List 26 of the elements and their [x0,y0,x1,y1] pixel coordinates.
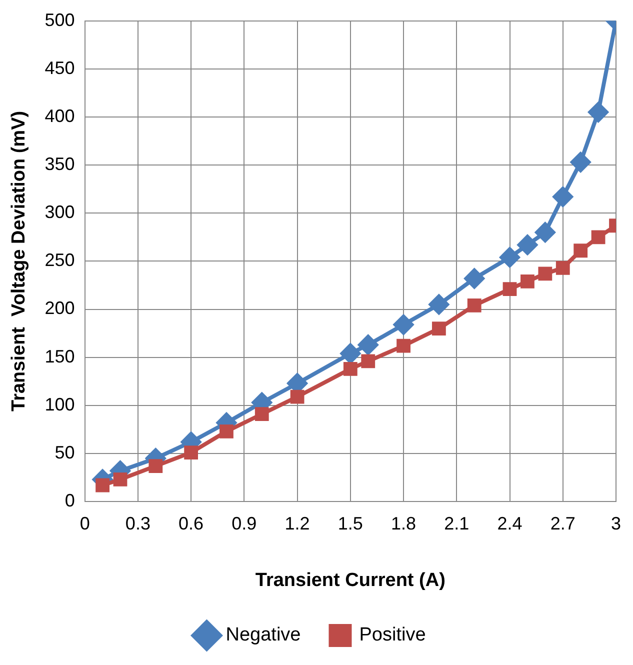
y-tick-label: 50 [54,442,75,462]
x-tick-label: 0 [80,513,90,534]
y-tick-label: 200 [44,298,75,318]
x-tick-label: 1.5 [338,513,363,534]
x-tick-label: 0.9 [232,513,257,534]
y-tick-label: 100 [44,394,75,414]
legend-label: Negative [226,624,301,646]
x-tick-label: 0.6 [178,513,204,534]
x-tick-label: 2.7 [550,513,576,534]
x-tick-label: 2.1 [444,513,470,534]
x-tick-label: 2.4 [497,513,522,534]
x-tick-label: 0.3 [125,513,150,534]
y-tick-label: 450 [44,58,75,78]
y-tick-label: 0 [64,490,75,511]
y-tick-label: 350 [44,154,75,174]
legend-label: Positive [359,624,426,646]
x-tick-label: 1.2 [284,513,310,534]
x-tick-label: 3 [610,513,621,534]
y-tick-label: 400 [44,106,75,126]
x-axis-title: Transient Current (A) [255,570,446,591]
y-tick-label: 500 [44,10,75,30]
y-tick-label: 250 [44,250,75,270]
x-tick-label: 1.8 [391,513,416,534]
y-tick-label: 150 [44,346,75,366]
y-axis-title: Transient Voltage Deviation (mV) [8,110,30,412]
y-tick-label: 300 [44,202,75,222]
